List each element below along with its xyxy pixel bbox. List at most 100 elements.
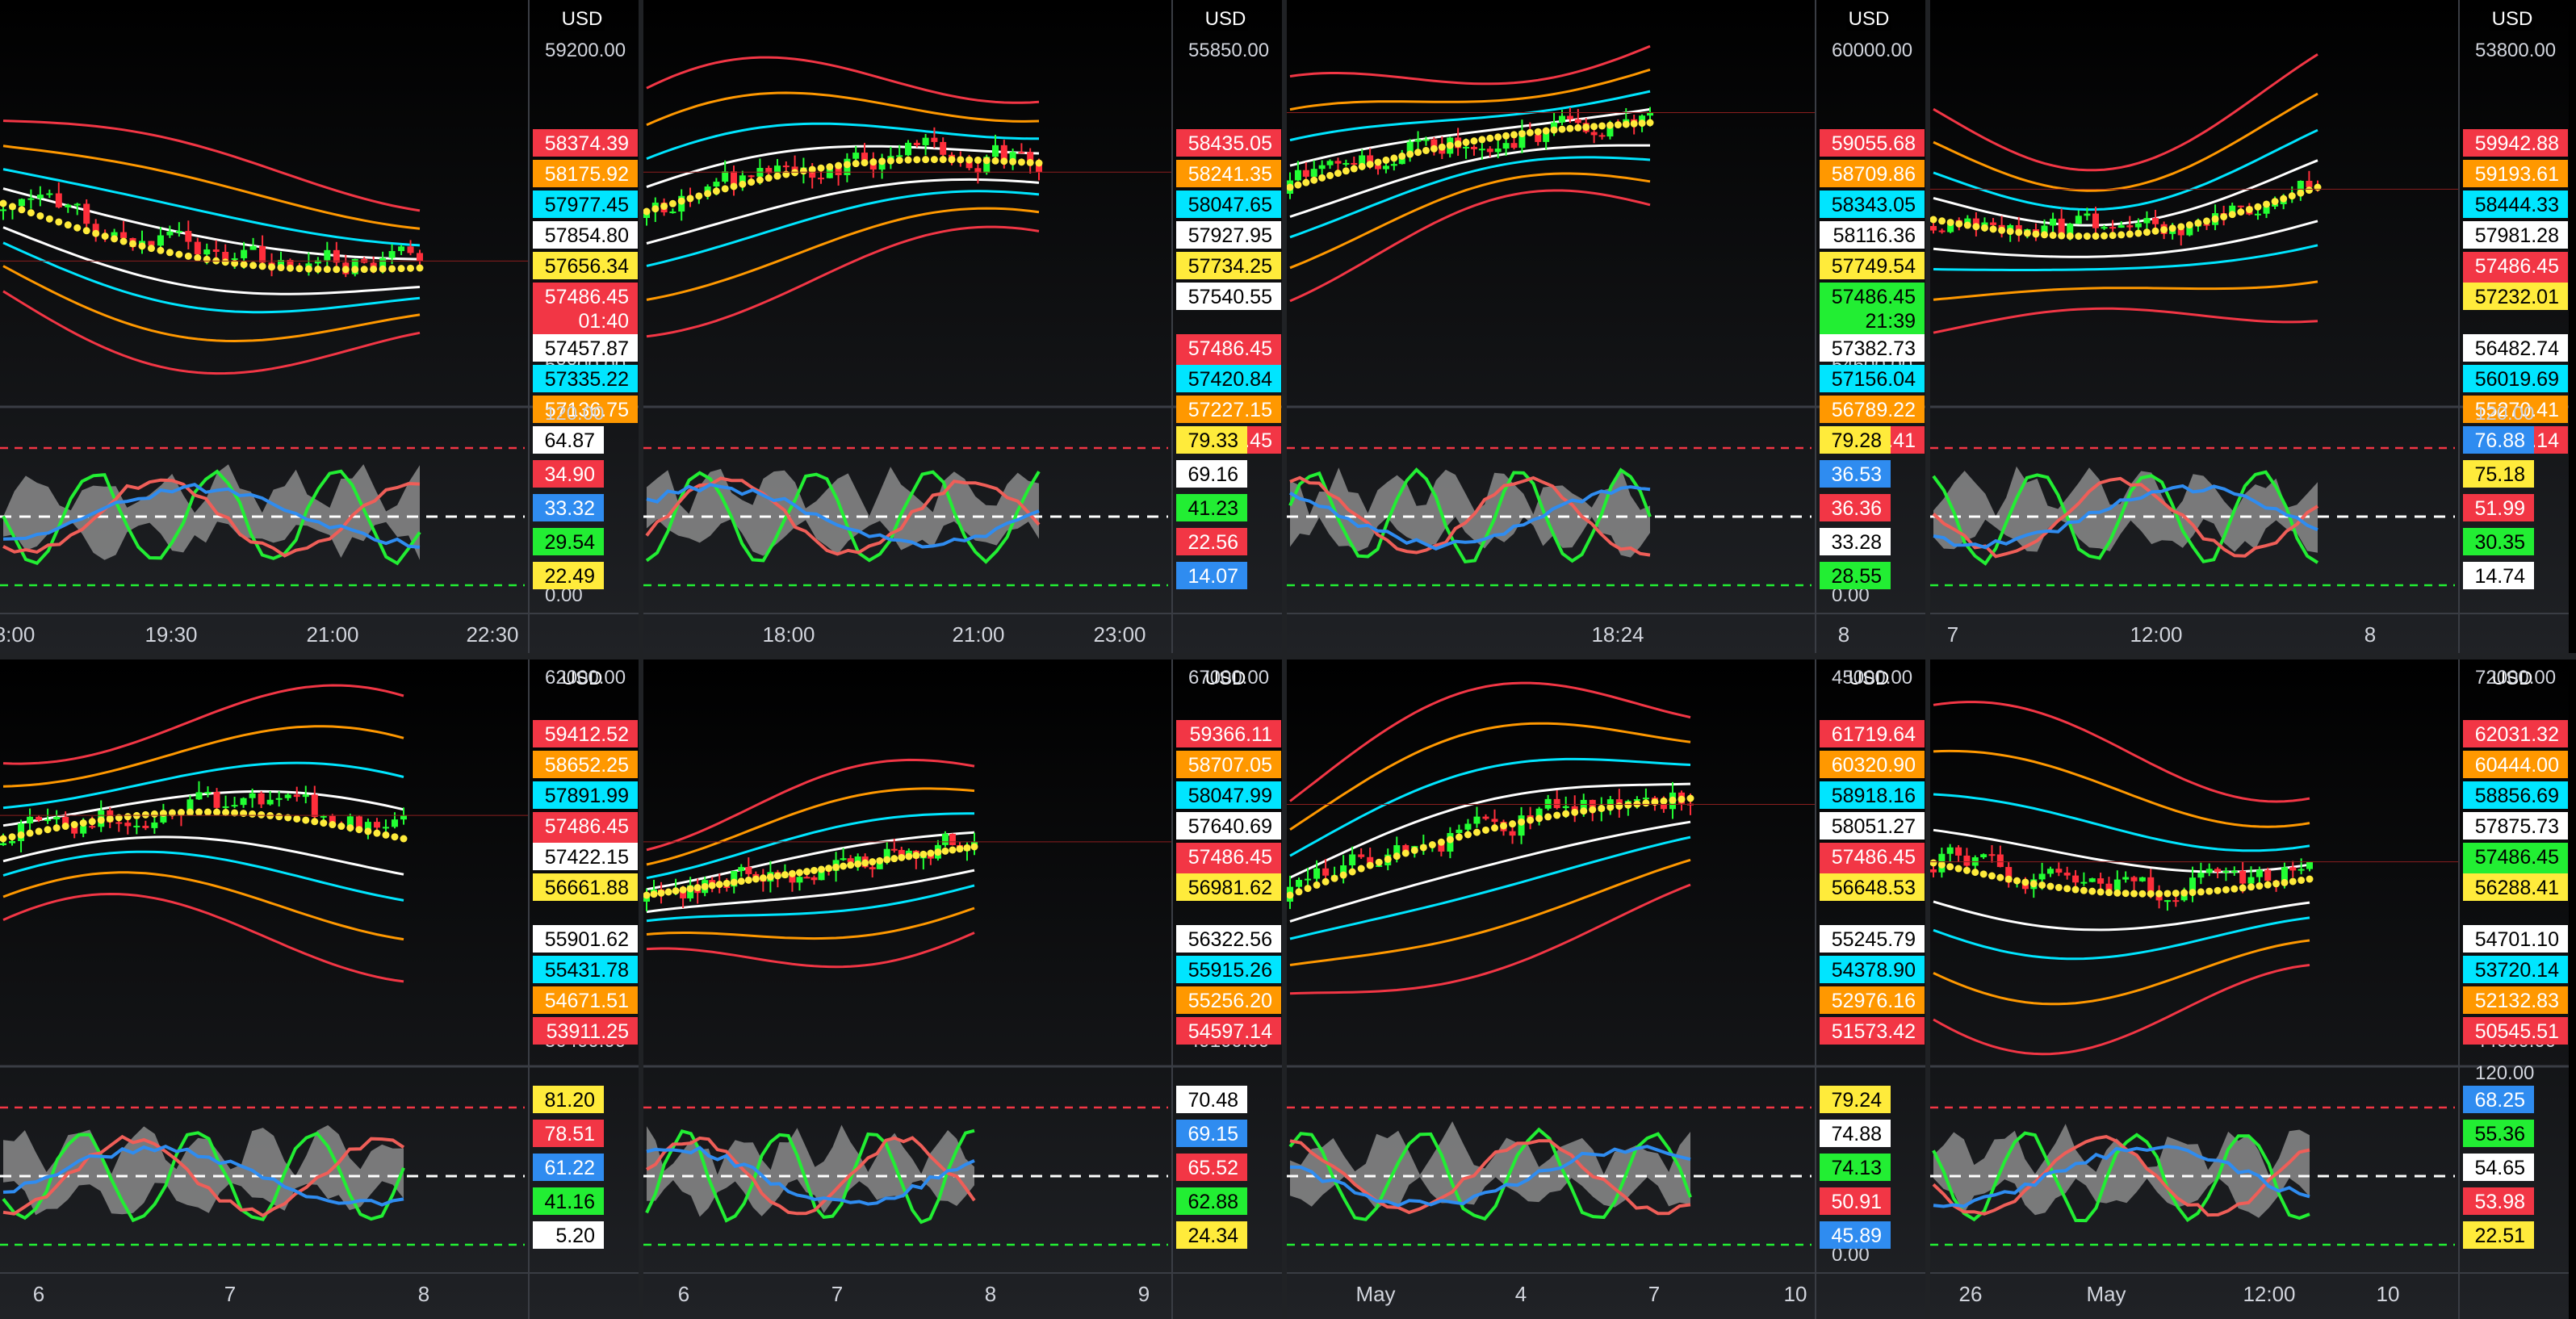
chart-panel[interactable]: USD60000.0054600.0059055.6858709.8658343… — [1287, 0, 1925, 660]
price-tag — [1820, 925, 1925, 953]
candle-body — [320, 815, 327, 818]
basis-dot — [1035, 159, 1043, 167]
oscillator-tag-label: 33.28 — [1831, 531, 1882, 554]
time-axis-label: 23:00 — [1093, 622, 1146, 647]
basis-dot — [101, 232, 109, 241]
basis-dot — [773, 872, 781, 880]
price-tag — [1820, 1017, 1925, 1045]
basis-dot — [957, 156, 965, 164]
basis-dot — [2083, 232, 2091, 241]
basis-dot — [2297, 189, 2305, 197]
candle-body — [124, 823, 132, 827]
oscillator-tag — [1820, 494, 1891, 521]
band-line-white — [646, 144, 1040, 189]
basis-dot — [1313, 881, 1321, 889]
candle-body — [2239, 870, 2247, 884]
basis-dot — [2205, 887, 2214, 895]
basis-dot — [1422, 146, 1430, 154]
basis-dot — [2015, 228, 2023, 237]
candle-body — [852, 153, 860, 159]
basis-dot — [686, 195, 694, 203]
basis-dot — [18, 206, 26, 214]
oscillator-tag — [533, 528, 604, 555]
candle-body — [1510, 143, 1518, 149]
band-line-orange — [1289, 172, 1651, 270]
basis-dot — [1330, 874, 1338, 882]
chart-panel[interactable]: USD 45000.00 61719.64 60320.90 58918.16 58051… — [1287, 660, 1925, 1319]
time-axis-label: May — [1355, 1282, 1395, 1306]
basis-dot — [1384, 855, 1392, 863]
candle-body — [1566, 115, 1573, 119]
basis-dot — [1410, 846, 1418, 854]
panel-divider[interactable] — [639, 0, 643, 1319]
candle-body — [1990, 222, 1997, 225]
basis-dot — [1622, 120, 1630, 128]
candle-body — [722, 171, 729, 182]
oscillator-line-blue — [2, 1145, 404, 1207]
time-axis-label: 19:30 — [145, 622, 197, 647]
candle-body — [1535, 134, 1542, 142]
chart-panel[interactable]: USD67000.0049100.0059366.1158707.0558047… — [643, 660, 1282, 1319]
time-axis-label: 18:00 — [762, 622, 815, 647]
basis-dot — [2021, 878, 2029, 886]
price-tag-label: 55431.78 — [545, 959, 629, 982]
basis-dot — [1660, 797, 1668, 805]
candle-body — [249, 793, 256, 798]
chart-panel[interactable]: USD72000.0044000.0062031.3260444.0058856… — [1930, 660, 2569, 1319]
candle-body — [765, 168, 773, 174]
band-line-red — [1289, 44, 1651, 86]
price-tag-label: 62031.32 — [2475, 723, 2559, 746]
price-tag-label: 55915.26 — [1188, 959, 1272, 982]
basis-dot — [138, 242, 146, 250]
candle-body — [1349, 854, 1356, 865]
oscillator-line-blue — [1288, 485, 1651, 551]
candle-body — [2254, 213, 2261, 216]
chart-panel[interactable]: USD 53800.00 59942.88 59193.61 58444.33 57981… — [1930, 0, 2569, 660]
basis-dot — [2185, 221, 2193, 229]
candle-body — [36, 816, 43, 821]
candle-body — [2247, 877, 2255, 884]
oscillator-tag-label: 75.18 — [2474, 463, 2525, 486]
candle-body — [2134, 223, 2142, 228]
row-divider[interactable] — [0, 653, 2576, 660]
oscillator-tag — [2463, 1086, 2534, 1113]
basis-dot — [1938, 217, 1946, 225]
chart-panel[interactable]: USD62000.0050400.0059412.5258652.2557891… — [0, 660, 639, 1319]
basis-dot — [1494, 133, 1502, 141]
basis-dot — [2013, 877, 2021, 885]
price-tick-label: 53800.00 — [2475, 40, 2556, 61]
basis-dot — [672, 887, 680, 895]
panel-divider[interactable] — [1282, 0, 1287, 1319]
oscillator-line-pink — [1289, 1139, 1691, 1216]
candle-body — [1351, 162, 1358, 165]
basis-dot — [1357, 865, 1365, 873]
basis-dot — [748, 178, 756, 186]
basis-dot — [388, 265, 396, 273]
basis-dot — [45, 215, 53, 223]
chart-panel[interactable]: USD 55850.00 58435.05 58241.35 58047.65 57927… — [643, 0, 1282, 660]
time-axis-label: 6 — [33, 1282, 44, 1306]
candle-body — [1633, 798, 1640, 802]
time-axis-label: 7 — [831, 1282, 843, 1306]
basis-dot — [723, 879, 731, 887]
panel-divider[interactable] — [1925, 0, 1930, 1319]
basis-dot — [650, 890, 658, 898]
basis-dot — [2105, 889, 2113, 897]
chart-panel[interactable]: USD59200.0058800.0058374.3958175.9257977… — [0, 0, 639, 660]
basis-dot — [2197, 888, 2205, 896]
basis-dot — [286, 264, 294, 272]
band-line-red — [1933, 307, 2318, 334]
candle-body — [314, 260, 321, 264]
price-tag-label: 57486.45 — [1188, 337, 1272, 360]
band-line-white — [646, 831, 975, 891]
price-tick-label: 72000.00 — [2475, 667, 2556, 689]
oscillator-tag — [1820, 460, 1891, 488]
band-line-white — [646, 869, 975, 914]
price-tag — [533, 191, 638, 218]
candle-body — [1296, 879, 1303, 887]
candle-body — [738, 867, 745, 871]
oscillator-tag-label: 22.49 — [544, 565, 595, 588]
candle-body — [80, 826, 87, 834]
candle-body — [133, 825, 140, 827]
basis-dot — [82, 227, 90, 235]
